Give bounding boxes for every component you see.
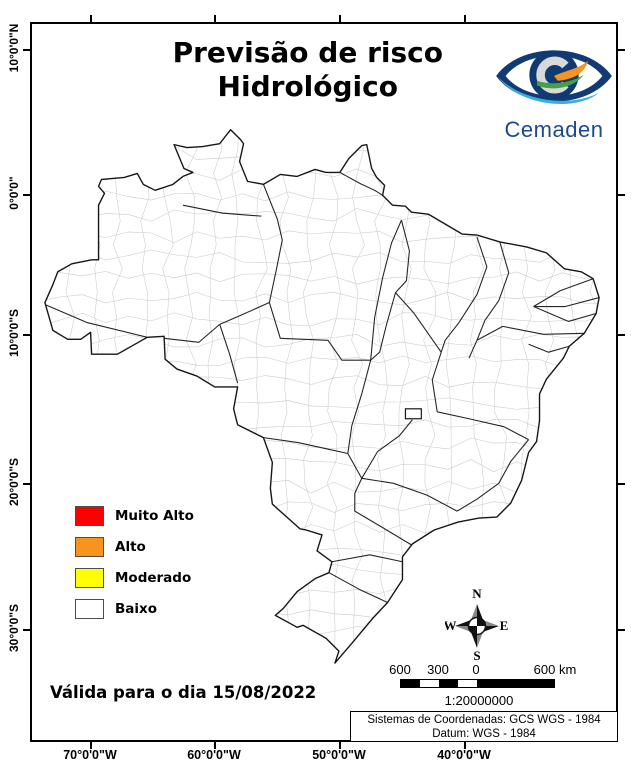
- scale-bar: 600 300 0 600 km 1:20000000: [372, 662, 612, 712]
- brazil-country-fill: [44, 129, 600, 664]
- lat-label-10n: 10°0'0"N: [7, 23, 21, 73]
- legend-label-muito-alto: Muito Alto: [115, 507, 194, 524]
- compass-south-label: S: [473, 648, 480, 662]
- lon-label-40w: 40°0'0"W: [437, 748, 491, 762]
- compass-star: [455, 604, 499, 648]
- scale-bar-graphic: [400, 679, 555, 688]
- legend-label-alto: Alto: [115, 538, 146, 555]
- legend-swatch-moderado: [75, 567, 104, 588]
- lat-tick-right: [617, 49, 625, 51]
- brazil-map: [44, 129, 600, 664]
- legend-label-moderado: Moderado: [115, 569, 192, 586]
- cemaden-logo: Cemaden: [488, 38, 620, 143]
- coordinate-system-box: Sistemas de Coordenadas: GCS WGS - 1984 …: [350, 711, 618, 742]
- legend-item-muito-alto: Muito Alto: [75, 505, 194, 526]
- scale-label-600-left: 600: [389, 662, 411, 677]
- lon-tick-bottom: [90, 741, 92, 749]
- risk-legend: Muito Alto Alto Moderado Baixo: [75, 505, 194, 619]
- lat-tick-left: [23, 334, 31, 336]
- validity-note: Válida para o dia 15/08/2022: [50, 683, 317, 702]
- coordinate-system-line: Sistemas de Coordenadas: GCS WGS - 1984: [367, 714, 601, 726]
- legend-swatch-muito-alto: [75, 505, 104, 526]
- compass-rose-icon: N S W E: [445, 586, 509, 662]
- lat-tick-right: [617, 334, 625, 336]
- legend-item-alto: Alto: [75, 536, 194, 557]
- datum-line: Datum: WGS - 1984: [432, 727, 536, 740]
- lat-tick-right: [617, 483, 625, 485]
- lon-tick-top: [464, 15, 466, 23]
- page-title: Previsão de risco Hidrológico: [173, 36, 443, 104]
- brazil-outline: [44, 129, 600, 664]
- legend-label-baixo: Baixo: [115, 600, 158, 617]
- lon-tick-bottom: [464, 741, 466, 749]
- lon-tick-top: [214, 15, 216, 23]
- compass-north-label: N: [472, 586, 482, 601]
- legend-item-baixo: Baixo: [75, 598, 194, 619]
- lon-label-60w: 60°0'0"W: [187, 748, 241, 762]
- distrito-federal-rectangle: [404, 408, 422, 420]
- legend-swatch-baixo: [75, 598, 104, 619]
- lon-tick-top: [339, 15, 341, 23]
- legend-item-moderado: Moderado: [75, 567, 194, 588]
- lat-tick-left: [23, 49, 31, 51]
- lat-tick-right: [617, 629, 625, 631]
- compass-east-label: E: [500, 618, 509, 633]
- scale-label-300: 300: [427, 662, 449, 677]
- scale-ratio: 1:20000000: [444, 693, 514, 708]
- state-borders: [44, 171, 600, 603]
- compass-west-label: W: [445, 618, 457, 633]
- legend-swatch-alto: [75, 536, 104, 557]
- lat-tick-right: [617, 194, 625, 196]
- lat-tick-left: [23, 483, 31, 485]
- cemaden-eye-icon: [496, 50, 612, 105]
- lon-tick-top: [90, 15, 92, 23]
- lon-tick-bottom: [214, 741, 216, 749]
- title-line-2: Hidrológico: [217, 70, 398, 103]
- lon-label-50w: 50°0'0"W: [312, 748, 366, 762]
- lat-label-30s: 30°0'0"S: [7, 603, 21, 653]
- lat-tick-left: [23, 629, 31, 631]
- scale-label-0: 0: [472, 662, 480, 677]
- lat-label-10s: 10°0'0"S: [7, 308, 21, 358]
- lat-tick-left: [23, 194, 31, 196]
- map-frame: Previsão de risco Hidrológico Cemaden Mu…: [23, 15, 625, 749]
- lat-label-0: 0°0'0": [7, 176, 21, 210]
- lon-label-70w: 70°0'0"W: [63, 748, 117, 762]
- lat-label-20s: 20°0'0"S: [7, 457, 21, 507]
- title-line-1: Previsão de risco: [172, 36, 443, 69]
- lon-tick-bottom: [339, 741, 341, 749]
- cemaden-logo-text: Cemaden: [504, 117, 604, 142]
- scale-label-600-km: 600 km: [533, 662, 577, 677]
